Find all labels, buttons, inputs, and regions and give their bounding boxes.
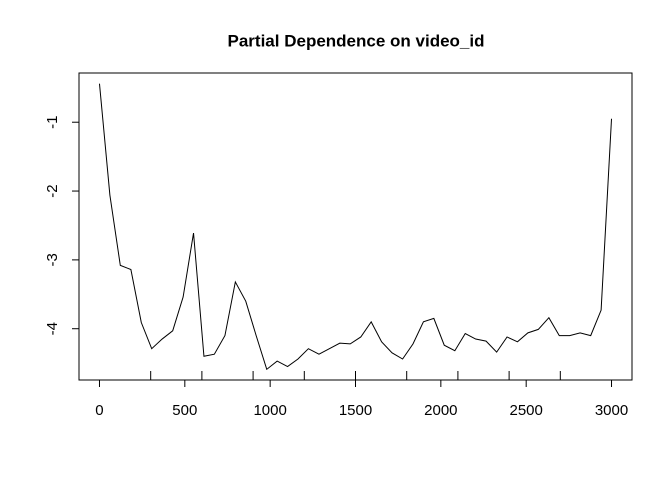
- x-tick-label: 1500: [339, 402, 372, 419]
- chart-title: Partial Dependence on video_id: [228, 31, 485, 50]
- plot-frame: [78, 72, 633, 381]
- x-tick-label: 3000: [595, 402, 628, 419]
- y-tick-label: -1: [44, 116, 61, 129]
- y-tick-label: -3: [44, 253, 61, 266]
- y-tick-label: -4: [44, 322, 61, 335]
- x-tick-label: 2500: [509, 402, 542, 419]
- x-tick-label: 1000: [253, 402, 286, 419]
- x-tick-label: 2000: [424, 402, 457, 419]
- x-tick-label: 500: [172, 402, 197, 419]
- data-line: [98, 83, 613, 371]
- y-tick-label: -2: [44, 184, 61, 197]
- x-tick-label: 0: [95, 402, 103, 419]
